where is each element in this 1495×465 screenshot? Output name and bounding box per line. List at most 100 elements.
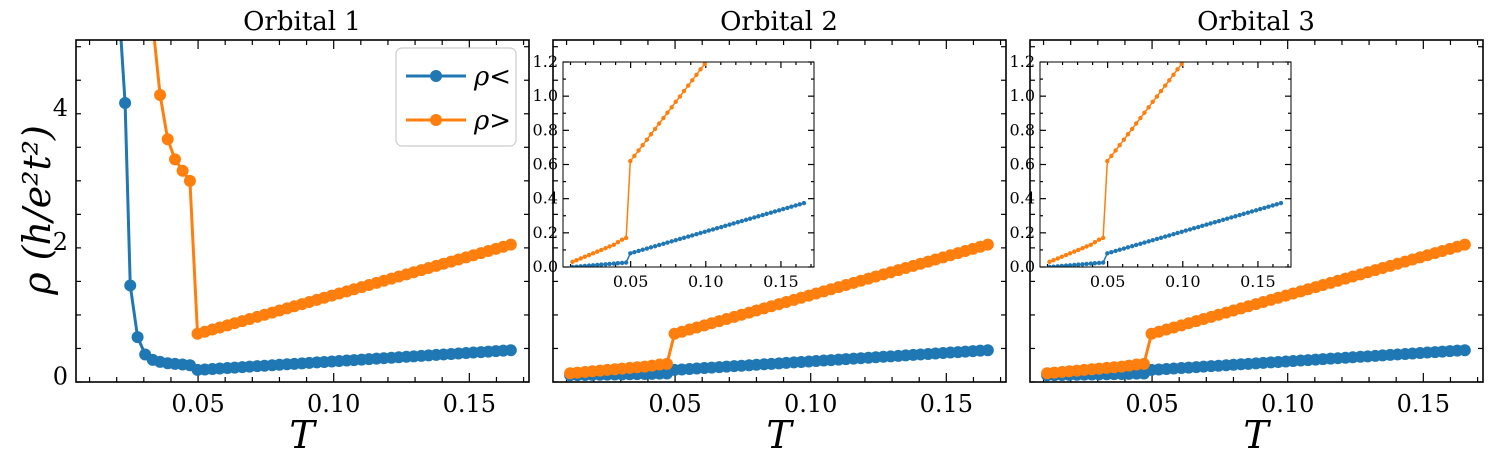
data-point (603, 246, 608, 251)
data-point (1204, 222, 1209, 227)
data-point (611, 261, 616, 266)
legend-label-rho-lt: ρ< (473, 62, 511, 92)
x-tick-label: 0.05 (1125, 390, 1178, 418)
data-point (1100, 260, 1106, 265)
series-rho-gt (570, 0, 756, 265)
data-point (648, 245, 654, 250)
data-point (176, 164, 189, 177)
data-point (640, 247, 645, 252)
data-point (1063, 252, 1069, 258)
axes-frame (75, 39, 530, 383)
data-point (628, 251, 633, 256)
data-point (161, 133, 174, 146)
data-point (1047, 259, 1052, 265)
y-tick-label: 4 (53, 94, 68, 122)
data-point (1105, 158, 1110, 164)
data-point (640, 143, 645, 148)
data-point (623, 260, 629, 265)
data-point (711, 51, 715, 55)
inset-background (563, 62, 814, 267)
x-tick-label: 0.15 (1397, 390, 1450, 418)
data-point (632, 153, 637, 159)
data-point (582, 254, 587, 259)
data-point (1105, 251, 1110, 256)
data-point (752, 0, 756, 1)
data-point (1076, 262, 1081, 267)
legend: ρ< ρ> (395, 47, 517, 147)
data-point (1266, 204, 1271, 209)
data-point (797, 202, 802, 207)
y-axis-label: ρ (h/e²t²) (15, 125, 59, 296)
data-point (1237, 212, 1242, 218)
data-point (981, 344, 994, 357)
data-point (1212, 220, 1218, 225)
data-point (1138, 115, 1143, 121)
y-tick-label: 1.0 (533, 86, 558, 105)
data-point (1229, 0, 1233, 1)
series-rho-lt (564, 344, 994, 382)
data-point (1184, 56, 1188, 60)
x-tick-label: 0.10 (307, 390, 360, 418)
data-point (1191, 226, 1197, 231)
data-point (719, 40, 723, 44)
data-point (1146, 239, 1151, 244)
data-point (1179, 229, 1184, 235)
data-point (764, 211, 769, 217)
x-tick-label: 0.15 (763, 272, 799, 291)
data-point (1274, 202, 1279, 207)
data-point (1225, 2, 1229, 6)
data-point (1245, 210, 1251, 215)
plot-area: 0.05 0.10 0.15 (553, 40, 1006, 418)
data-point (504, 344, 517, 357)
data-point (776, 208, 782, 213)
data-point (1076, 247, 1081, 253)
data-point (1175, 230, 1180, 236)
data-point (1278, 200, 1284, 206)
x-axis-label: T (766, 413, 794, 457)
data-point (599, 262, 604, 267)
data-point (731, 221, 736, 226)
data-point (780, 206, 786, 212)
data-point (661, 115, 666, 121)
data-point (719, 224, 724, 230)
data-point (1125, 132, 1131, 137)
y-tick-label: 0.0 (1010, 257, 1035, 276)
data-point (772, 209, 778, 214)
data-point (1154, 94, 1160, 99)
x-tick-label: 0.05 (613, 272, 649, 291)
data-point (660, 357, 673, 370)
data-point (1117, 247, 1122, 252)
data-point (1183, 228, 1188, 233)
data-point (1158, 88, 1164, 94)
data-point (1088, 242, 1094, 247)
data-point (735, 220, 740, 225)
data-point (1059, 254, 1064, 259)
y-tick-label: 0 (53, 362, 68, 390)
data-point (702, 229, 707, 235)
data-point (673, 237, 678, 243)
data-point (644, 246, 650, 251)
y-tick-label: 0.6 (533, 155, 558, 174)
series-rho-lt (570, 200, 807, 267)
data-point (119, 97, 132, 110)
data-point (714, 226, 720, 231)
data-point (1154, 236, 1160, 242)
data-point (1179, 62, 1184, 67)
data-point (707, 56, 711, 60)
data-point (636, 248, 641, 254)
series-rho-gt (1047, 0, 1233, 265)
data-point (710, 227, 716, 232)
data-point (1125, 245, 1131, 250)
series-rho-gt (1041, 238, 1471, 380)
data-point (607, 244, 612, 249)
data-point (1113, 148, 1118, 153)
data-point (1080, 246, 1085, 251)
data-point (590, 263, 596, 267)
series-rho-gt (564, 238, 994, 380)
data-point (1096, 237, 1102, 242)
data-point (743, 217, 749, 223)
x-tick-label: 0.05 (171, 390, 224, 418)
series-rho-gt (152, 40, 517, 340)
data-point (669, 239, 674, 244)
data-point (656, 121, 662, 126)
